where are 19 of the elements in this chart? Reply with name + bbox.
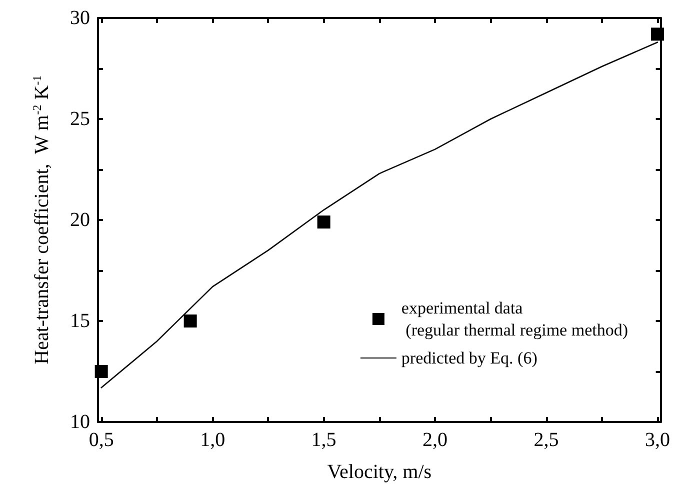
x-tick-label: 2,5 xyxy=(534,429,559,451)
point xyxy=(184,314,197,328)
legend-label: predicted by Eq. (6) xyxy=(401,348,538,368)
y-tick-label: 10 xyxy=(70,411,90,433)
x-tick-label: 1,5 xyxy=(311,429,336,451)
x-tick-label: 0,5 xyxy=(88,429,114,451)
x-tick-label: 2,0 xyxy=(422,429,448,451)
x-tick-label: 3,0 xyxy=(645,429,670,451)
point xyxy=(651,28,664,41)
y-tick-label: 20 xyxy=(70,209,90,231)
x-tick-label: 1,0 xyxy=(200,429,226,451)
y-tick-label: 30 xyxy=(70,7,90,29)
y-tick-label: 15 xyxy=(70,310,90,332)
y-axis-title: Heat-transfer coefficient, W m-2 K-1 xyxy=(30,75,53,364)
point xyxy=(94,365,108,378)
point xyxy=(317,216,330,229)
x-axis-title: Velocity, m/s xyxy=(327,461,432,483)
y-tick-label: 25 xyxy=(70,108,90,130)
legend-label: experimental data (regular thermal regime method) xyxy=(401,298,628,340)
